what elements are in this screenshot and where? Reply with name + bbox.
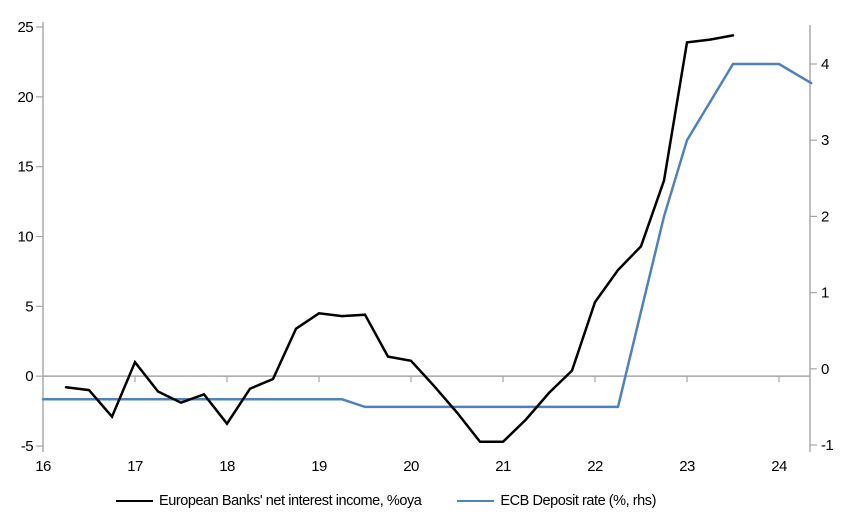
y-axis-left-tick-label: 10	[18, 229, 34, 246]
x-axis-tick-label: 16	[35, 458, 51, 475]
y-axis-left-tick-label: 25	[18, 19, 34, 36]
y-axis-right-tick-label: -1	[821, 437, 833, 454]
x-axis-tick-label: 17	[127, 458, 143, 475]
y-axis-left-tick-label: 0	[25, 368, 33, 385]
legend-swatch-blue-line	[457, 500, 495, 502]
legend-item-net-interest-income: European Banks' net interest income, %oy…	[116, 493, 422, 509]
y-axis-right-tick-label: 2	[821, 208, 829, 225]
chart-legend: European Banks' net interest income, %oy…	[116, 493, 656, 509]
y-axis-left-tick-label: 20	[18, 89, 34, 106]
y-axis-right-tick-label: 0	[821, 361, 829, 378]
series-line-ecb-deposit-rate	[41, 62, 813, 409]
y-axis-right-tick-label: 1	[821, 285, 829, 302]
series-line-european-banks-nii	[64, 34, 735, 444]
legend-label-ecb-deposit-rate: ECB Deposit rate (%, rhs)	[500, 493, 656, 509]
y-axis-right-tick-label: 4	[821, 56, 829, 73]
x-axis-tick-label: 20	[403, 458, 419, 475]
y-axis-left-tick-label: -5	[21, 438, 33, 455]
y-axis-left-tick-label: 15	[18, 159, 34, 176]
x-axis-tick-label: 18	[219, 458, 235, 475]
x-axis-tick-label: 19	[311, 458, 327, 475]
y-axis-left-tick-label: 5	[25, 298, 33, 315]
legend-swatch-black-line	[116, 500, 153, 502]
y-axis-right-tick-label: 3	[821, 132, 829, 149]
x-axis-tick-label: 23	[679, 458, 695, 475]
x-axis-tick-label: 24	[771, 458, 787, 475]
legend-label-net-interest-income: European Banks' net interest income, %oy…	[159, 493, 422, 509]
x-axis-tick-label: 21	[495, 458, 511, 475]
x-axis-tick-label: 22	[587, 458, 603, 475]
legend-item-ecb-deposit-rate: ECB Deposit rate (%, rhs)	[457, 493, 656, 509]
